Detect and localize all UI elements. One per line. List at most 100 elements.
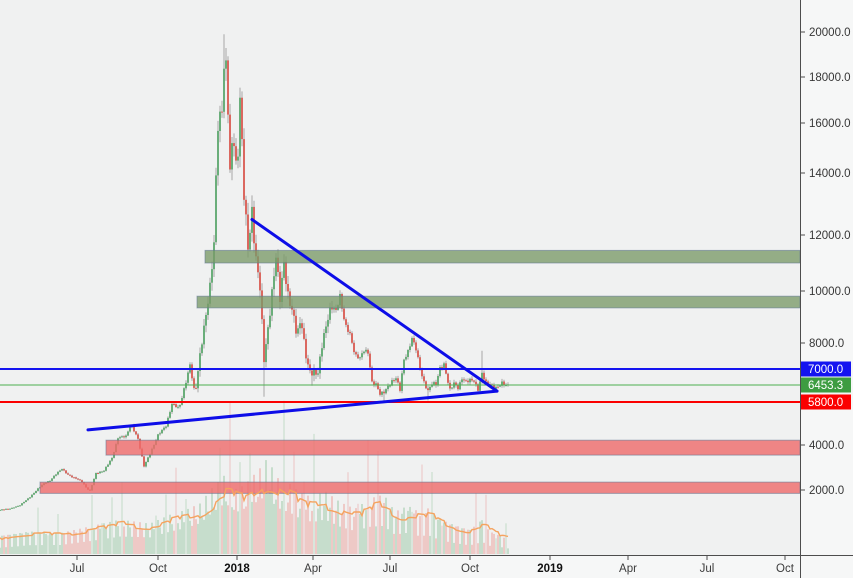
candle-down [263,319,265,363]
volume-bar [83,541,85,554]
candle-up [203,325,205,345]
price-tick-label: 12000.0 [809,230,851,242]
volume-bar [45,533,47,554]
candle-down [137,434,139,439]
volume-bar [405,533,407,554]
candle-up [231,143,233,170]
volume-bar [231,507,233,554]
candle-up [437,376,439,386]
candle-up [223,68,225,112]
volume-bar [271,467,273,554]
candle-up [389,385,391,387]
volume-bar [383,503,385,554]
volume-bar [355,508,357,554]
supply-zone-2[interactable] [196,295,801,309]
candle-up [317,373,319,375]
demand-zone-2[interactable] [39,481,801,494]
volume-bar [305,509,307,554]
volume-bar [329,507,331,554]
volume-bar [191,525,193,554]
volume-bar [131,536,133,554]
volume-bar [141,529,143,554]
volume-bar [419,516,421,554]
volume-bar [189,520,191,554]
supply-zone-1[interactable] [204,249,801,264]
candle-down [63,469,65,471]
candle-up [297,328,299,334]
volume-bar [413,513,415,554]
candle-down [65,470,67,474]
volume-bar [481,520,483,554]
candle-up [49,480,51,482]
volume-bar [281,501,283,554]
candle-down [471,378,473,381]
volume-bar [275,499,277,554]
candle-down [243,139,245,200]
candle-down [503,381,505,386]
volume-bar [353,516,355,554]
volume-bar [89,541,91,554]
trendlines[interactable] [86,218,499,432]
ascending-support-trendline[interactable] [86,389,499,432]
volume-bar [341,513,343,554]
horizontal-price-lines[interactable] [0,368,800,403]
volume-bar [345,528,347,554]
price-tick-label: 18000.0 [809,72,851,84]
candle-up [0,509,1,511]
candle-up [171,404,173,412]
candle-up [269,315,271,328]
volume-bar [31,531,33,554]
time-axis-pane[interactable] [0,555,800,578]
volume-bar [449,524,451,554]
volume-bar [421,464,423,554]
candle-up [469,378,471,383]
candle-up [265,344,267,363]
price-axis-pane[interactable] [800,0,853,578]
volume-bar [205,495,207,554]
volume-bar [471,544,473,554]
volume-bar [307,495,309,554]
candle-down [279,271,281,302]
volume-bar [65,544,67,554]
price-label-text: 5800.0 [808,397,843,409]
candlestick-series[interactable] [0,34,509,511]
plot-background[interactable] [0,0,800,555]
demand-zone-1[interactable] [105,439,801,456]
candle-up [499,385,501,387]
volume-bar [483,542,485,554]
volume-bar [399,533,401,554]
volume-bar [385,497,387,554]
descending-resistance-trendline[interactable] [250,218,499,393]
volume-bar [193,506,195,554]
volume-bar [381,526,383,554]
volume-bar [441,525,443,554]
volume-bar [37,507,39,554]
candle-up [15,506,17,508]
price-tick-label: 16000.0 [809,118,851,130]
candle-up [219,111,221,131]
candle-up [359,357,361,359]
candle-down [315,369,317,375]
candle-up [179,404,181,407]
volume-bar [13,533,15,554]
volume-bar [321,520,323,554]
candle-up [127,431,129,436]
candle-up [25,500,27,502]
volume-bar [41,545,43,554]
candle-up [319,356,321,374]
volume-bar [387,529,389,554]
candle-up [159,433,161,435]
candle-up [249,232,251,250]
volume-bar [133,521,135,554]
candle-up [147,457,149,462]
volume-bar [303,481,305,554]
time-tick-label: Apr [619,563,637,575]
volume-bar [371,506,373,554]
volume-bar [183,522,185,554]
candle-up [385,389,387,394]
volume-bar [259,468,261,554]
volume-bar [267,494,269,554]
candle-up [433,382,435,385]
candle-down [73,477,75,479]
volume-bar [369,526,371,554]
